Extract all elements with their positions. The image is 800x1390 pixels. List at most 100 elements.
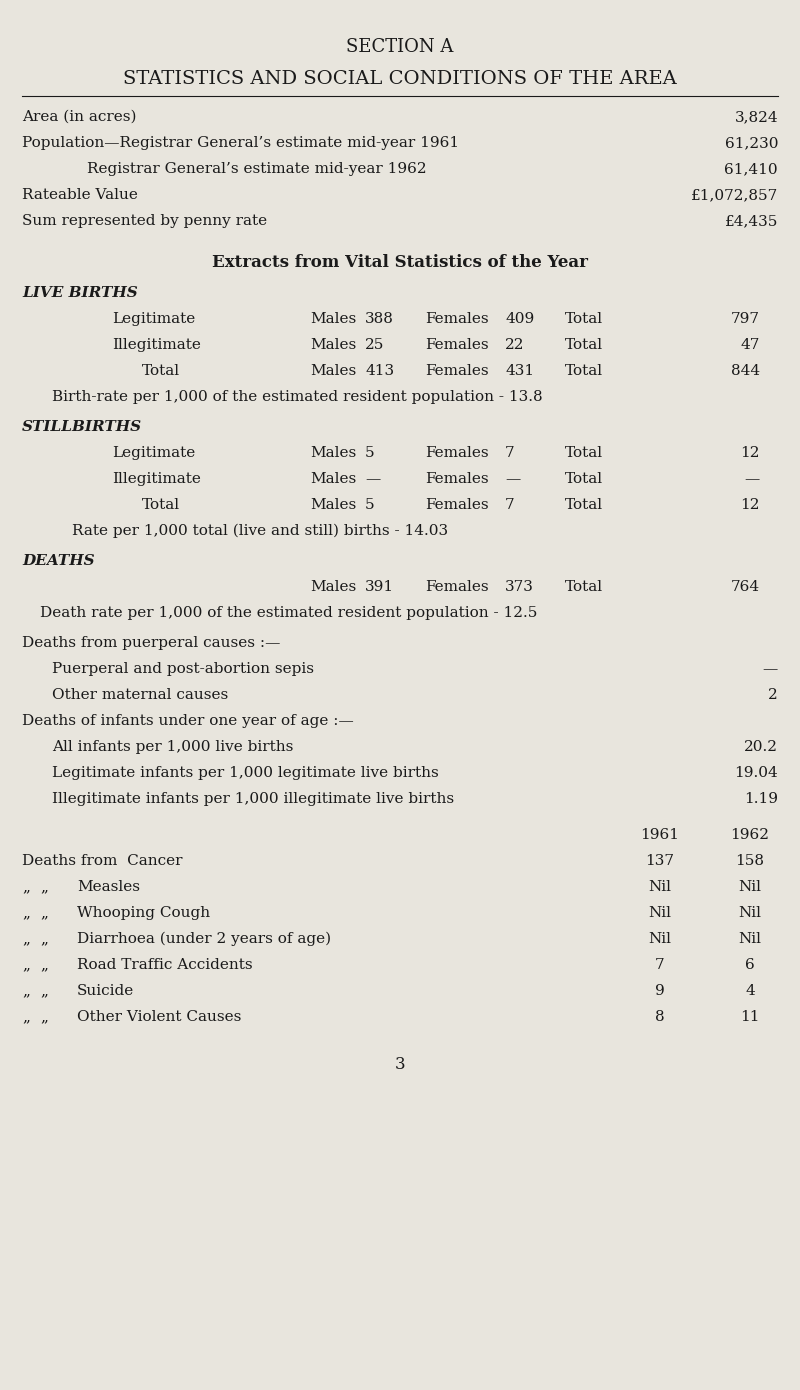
Text: Measles: Measles: [77, 880, 140, 894]
Text: —: —: [505, 473, 520, 486]
Text: 22: 22: [505, 338, 525, 352]
Text: Legitimate: Legitimate: [112, 311, 195, 327]
Text: Total: Total: [565, 498, 603, 512]
Text: STILLBIRTHS: STILLBIRTHS: [22, 420, 142, 434]
Text: Whooping Cough: Whooping Cough: [77, 906, 210, 920]
Text: £1,072,857: £1,072,857: [690, 188, 778, 202]
Text: SECTION A: SECTION A: [346, 38, 454, 56]
Text: 9: 9: [655, 984, 665, 998]
Text: Males: Males: [310, 580, 356, 594]
Text: Total: Total: [565, 580, 603, 594]
Text: Rate per 1,000 total (live and still) births - 14.03: Rate per 1,000 total (live and still) bi…: [72, 524, 448, 538]
Text: 8: 8: [655, 1011, 665, 1024]
Text: 764: 764: [731, 580, 760, 594]
Text: —: —: [745, 473, 760, 486]
Text: Illegitimate: Illegitimate: [112, 338, 201, 352]
Text: Females: Females: [425, 580, 489, 594]
Text: Females: Females: [425, 338, 489, 352]
Text: Total: Total: [565, 311, 603, 327]
Text: STATISTICS AND SOCIAL CONDITIONS OF THE AREA: STATISTICS AND SOCIAL CONDITIONS OF THE …: [123, 70, 677, 88]
Text: „: „: [40, 1011, 48, 1024]
Text: 1962: 1962: [730, 828, 770, 842]
Text: Nil: Nil: [649, 933, 671, 947]
Text: Total: Total: [565, 338, 603, 352]
Text: 158: 158: [735, 853, 765, 867]
Text: Nil: Nil: [649, 906, 671, 920]
Text: 1.19: 1.19: [744, 792, 778, 806]
Text: 7: 7: [505, 498, 514, 512]
Text: Area (in acres): Area (in acres): [22, 110, 137, 124]
Text: 20.2: 20.2: [744, 739, 778, 753]
Text: Nil: Nil: [738, 906, 762, 920]
Text: Other Violent Causes: Other Violent Causes: [77, 1011, 242, 1024]
Text: —: —: [365, 473, 380, 486]
Text: „: „: [22, 984, 30, 998]
Text: 3,824: 3,824: [734, 110, 778, 124]
Text: Total: Total: [142, 498, 180, 512]
Text: 4: 4: [745, 984, 755, 998]
Text: All infants per 1,000 live births: All infants per 1,000 live births: [52, 739, 294, 753]
Text: 2: 2: [768, 688, 778, 702]
Text: 47: 47: [741, 338, 760, 352]
Text: 12: 12: [741, 446, 760, 460]
Text: „: „: [22, 933, 30, 947]
Text: 7: 7: [505, 446, 514, 460]
Text: „: „: [22, 906, 30, 920]
Text: 431: 431: [505, 364, 534, 378]
Text: 373: 373: [505, 580, 534, 594]
Text: DEATHS: DEATHS: [22, 555, 94, 569]
Text: Females: Females: [425, 311, 489, 327]
Text: 19.04: 19.04: [734, 766, 778, 780]
Text: LIVE BIRTHS: LIVE BIRTHS: [22, 286, 138, 300]
Text: Population—Registrar General’s estimate mid-year 1961: Population—Registrar General’s estimate …: [22, 136, 459, 150]
Text: Legitimate infants per 1,000 legitimate live births: Legitimate infants per 1,000 legitimate …: [52, 766, 438, 780]
Text: £4,435: £4,435: [725, 214, 778, 228]
Text: Total: Total: [565, 473, 603, 486]
Text: 12: 12: [741, 498, 760, 512]
Text: Other maternal causes: Other maternal causes: [52, 688, 228, 702]
Text: Females: Females: [425, 364, 489, 378]
Text: Nil: Nil: [738, 933, 762, 947]
Text: Road Traffic Accidents: Road Traffic Accidents: [77, 958, 253, 972]
Text: Deaths from puerperal causes :—: Deaths from puerperal causes :—: [22, 637, 280, 651]
Text: —: —: [762, 662, 778, 676]
Text: Death rate per 1,000 of the estimated resident population - 12.5: Death rate per 1,000 of the estimated re…: [40, 606, 538, 620]
Text: 61,230: 61,230: [725, 136, 778, 150]
Text: 1961: 1961: [641, 828, 679, 842]
Text: Total: Total: [565, 364, 603, 378]
Text: Total: Total: [565, 446, 603, 460]
Text: Suicide: Suicide: [77, 984, 134, 998]
Text: „: „: [40, 906, 48, 920]
Text: 409: 409: [505, 311, 534, 327]
Text: „: „: [40, 958, 48, 972]
Text: Nil: Nil: [738, 880, 762, 894]
Text: 3: 3: [394, 1056, 406, 1073]
Text: 61,410: 61,410: [724, 163, 778, 177]
Text: „: „: [22, 958, 30, 972]
Text: 137: 137: [646, 853, 674, 867]
Text: Illegitimate infants per 1,000 illegitimate live births: Illegitimate infants per 1,000 illegitim…: [52, 792, 454, 806]
Text: 6: 6: [745, 958, 755, 972]
Text: Rateable Value: Rateable Value: [22, 188, 138, 202]
Text: „: „: [40, 880, 48, 894]
Text: 844: 844: [731, 364, 760, 378]
Text: Registrar General’s estimate mid-year 1962: Registrar General’s estimate mid-year 19…: [87, 163, 426, 177]
Text: Total: Total: [142, 364, 180, 378]
Text: „: „: [22, 1011, 30, 1024]
Text: Deaths of infants under one year of age :—: Deaths of infants under one year of age …: [22, 714, 354, 728]
Text: „: „: [40, 933, 48, 947]
Text: „: „: [40, 984, 48, 998]
Text: Puerperal and post-abortion sepis: Puerperal and post-abortion sepis: [52, 662, 314, 676]
Text: Males: Males: [310, 364, 356, 378]
Text: 391: 391: [365, 580, 394, 594]
Text: Females: Females: [425, 446, 489, 460]
Text: 11: 11: [740, 1011, 760, 1024]
Text: 5: 5: [365, 498, 374, 512]
Text: 7: 7: [655, 958, 665, 972]
Text: Males: Males: [310, 446, 356, 460]
Text: Extracts from Vital Statistics of the Year: Extracts from Vital Statistics of the Ye…: [212, 254, 588, 271]
Text: 388: 388: [365, 311, 394, 327]
Text: Sum represented by penny rate: Sum represented by penny rate: [22, 214, 267, 228]
Text: Males: Males: [310, 311, 356, 327]
Text: Diarrhoea (under 2 years of age): Diarrhoea (under 2 years of age): [77, 933, 331, 947]
